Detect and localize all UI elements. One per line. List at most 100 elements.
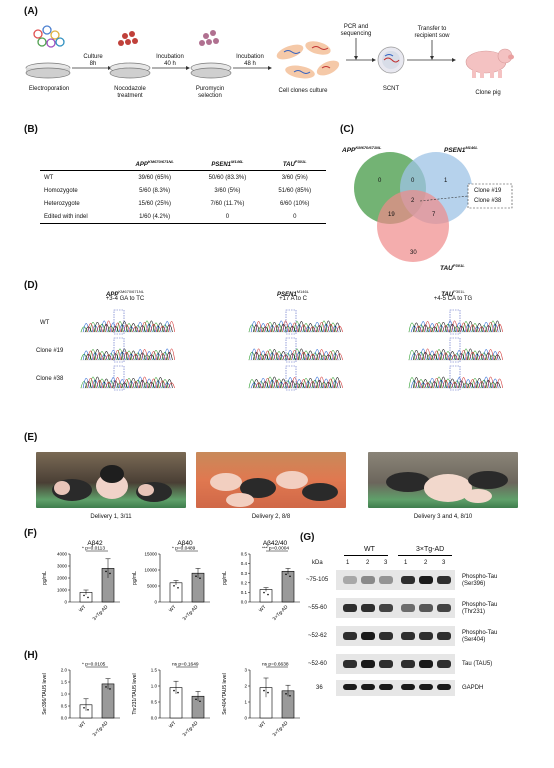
chart-title: Aβ42/40 [263,540,288,547]
venn-label-psen: PSEN1M146L [444,145,478,155]
trace-line [410,376,499,389]
table-cell: 50/60 (83.3%) [208,174,247,181]
panel-label-c: (C) [340,124,354,135]
blot-band [437,604,451,612]
data-point [105,686,107,688]
blot-band [419,684,433,690]
x-tick-label: 3×Tg-AD [182,604,200,622]
venn-value-app-psen: 0 [411,178,415,184]
x-tick-label: 3×Tg-AD [92,604,110,622]
blot-band [361,576,375,584]
y-tick-label: 0.5 [241,552,248,557]
blot-band [419,632,433,640]
y-tick-label: 0.5 [61,704,68,709]
table-cell: 3/60 (5%) [281,174,308,181]
blot-lane-label: 1 [346,560,350,566]
seq-group-title-tau: TAUP301L [441,289,465,298]
x-tick-label: WT [78,604,88,614]
trace-line [82,320,171,333]
significance-label: ns p=0.1649 [172,662,199,668]
blot-band [361,632,375,640]
data-point [263,591,265,594]
blot-band [361,604,375,612]
venn-callout-box [467,183,513,209]
x-tick-label: 3×Tg-AD [272,720,290,738]
pig-icon [465,48,514,78]
y-tick-label: 1.0 [61,692,68,697]
y-tick-label: 0 [154,600,157,605]
mutation-highlight-box [113,337,125,363]
blot-label-tau5: Tau (TAU5) [462,661,493,667]
venn-label-app: APPKM670/671NL [342,145,382,155]
blot-label-gapdh: GAPDH [462,685,484,691]
y-tick-label: 0.4 [241,561,248,566]
mutation-highlight-box [285,337,297,363]
seq-row-label-wt: WT [40,320,50,326]
photo-caption-1: Delivery 1, 3/11 [90,514,132,520]
trace-line [415,348,503,361]
venn-diagram [354,152,513,262]
y-tick-label: 4000 [57,552,68,557]
table-header-row: APPKM670/671NL PSEN1M146L TAUP301L [40,156,326,171]
blot-strip-ser404 [336,626,455,646]
seq-group-title-app: APPKM670/671NL [106,289,144,298]
arrow-label-culture: Culture 8h [83,54,103,67]
blot-band [343,604,357,612]
venn-value-app-tau: 19 [388,212,395,218]
photo-delivery-3-4 [368,452,518,508]
table-row: Edited with indel 1/60 (4.2%) 0 0 [40,210,326,224]
trace-line [253,348,341,361]
blot-label-ser404: Phospho-Tau (Ser404) [462,630,498,643]
venn-value-psen-tau: 7 [432,212,436,218]
table-cell: 6/60 (10%) [280,200,310,207]
panel-label-a: (A) [24,6,38,17]
trace-line [80,376,169,389]
trace-line [85,348,173,361]
blot-band [419,660,433,668]
data-point [109,572,111,575]
x-tick-label: 3×Tg-AD [182,720,200,738]
table-cell: 39/60 (65%) [138,174,172,181]
trace-line [415,320,503,333]
table-header-cell: APPKM670/671NL [118,156,192,171]
step-clone-pig: Clone pig [475,90,501,96]
blot-label-thr231: Phospho-Tau (Thr231) [462,602,498,615]
data-point [177,587,179,589]
data-point [263,689,265,692]
y-tick-label: 1000 [57,588,68,593]
photo-delivery-2 [196,452,346,508]
data-point [177,691,179,694]
seq-group-mutation-app: +3-4 GA to TC [105,296,145,302]
blot-kda-label: kDa [312,560,323,566]
y-tick-label: 3000 [57,564,68,569]
x-tick-label: 3×Tg-AD [92,720,110,738]
bar-chart-abeta42-40: Aβ42/40 0.0 0.1 0.2 0.3 0.4 0.5 pg/mL WT 3×Tg-AD *… [222,540,300,622]
nocodazole-drop-icon [118,31,138,46]
trace-line [415,376,503,389]
mutation-highlight-box [285,309,297,335]
panel-label-e: (E) [24,432,38,443]
significance-label: * p=0.0489 [172,546,196,552]
chart-title: Aβ40 [177,540,193,547]
table-row: Homozygote 5/60 (8.3%) 3/60 (5%) 51/60 (… [40,184,326,197]
trace-line [413,376,501,389]
blot-group-wt: WT [364,546,375,553]
blot-band [343,632,357,640]
blot-band [379,684,393,690]
blot-band [379,632,393,640]
photo-caption-3: Delivery 3 and 4, 8/10 [413,514,473,520]
blot-band [437,576,451,584]
blot-bands [343,576,451,690]
trace-line [87,348,175,361]
mutation-highlight-box [113,365,125,391]
trace-line [253,376,341,389]
y-tick-label: 2 [244,684,247,689]
trace-line [85,376,173,389]
trace-line [250,348,339,361]
y-tick-label: 1 [244,700,247,705]
venn-circle-tau [377,190,449,262]
panel-label-h: (H) [24,650,38,661]
blot-group-tg: 3×Tg-AD [416,546,445,553]
blot-lane-label: 3 [384,560,388,566]
significance-label: * p=0.0105 [82,662,106,668]
